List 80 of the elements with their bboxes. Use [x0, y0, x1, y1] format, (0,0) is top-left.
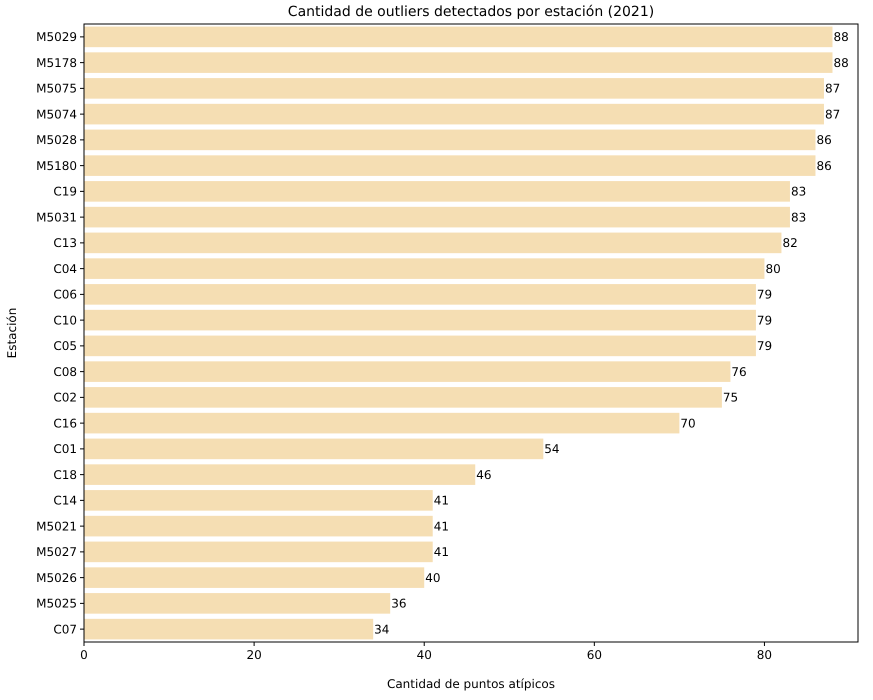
- bar: [84, 336, 756, 356]
- data-label: 40: [425, 570, 440, 585]
- y-tick-label: C13: [53, 236, 77, 250]
- bar: [84, 258, 764, 279]
- bar: [84, 155, 816, 176]
- data-label: 83: [790, 184, 806, 199]
- bar: [84, 232, 782, 254]
- data-label: 54: [544, 442, 560, 456]
- data-label: 36: [391, 596, 406, 611]
- bar: [84, 104, 824, 124]
- data-label: 46: [476, 468, 492, 482]
- y-tick-label: M5180: [36, 158, 77, 173]
- data-label: 79: [756, 313, 772, 328]
- bar: [84, 130, 816, 150]
- data-label: 70: [680, 416, 696, 430]
- data-label: 86: [816, 158, 832, 173]
- bar: [84, 361, 730, 382]
- data-label: 34: [374, 622, 390, 636]
- y-axis-title: Estación: [5, 308, 19, 358]
- x-tick-label: 20: [246, 648, 262, 662]
- y-tick-label: C16: [53, 416, 77, 430]
- data-label: 80: [765, 262, 781, 276]
- data-label: 41: [434, 545, 450, 560]
- y-tick-label: C07: [53, 622, 77, 636]
- data-label: 86: [816, 133, 832, 148]
- bar: [84, 310, 756, 330]
- data-label: 75: [722, 390, 738, 405]
- chart-title: Cantidad de outliers detectados por estación (2021): [288, 4, 654, 20]
- y-tick-label: M5031: [36, 210, 77, 224]
- bar: [84, 618, 374, 640]
- data-label: 83: [790, 210, 806, 224]
- bar: [84, 52, 832, 73]
- x-tick-label: 0: [80, 648, 88, 662]
- y-tick-label: C01: [53, 442, 77, 456]
- y-tick-label: M5021: [36, 519, 77, 534]
- y-tick-label: C08: [53, 364, 77, 379]
- data-label: 87: [824, 82, 840, 96]
- y-tick-label: C02: [53, 390, 77, 405]
- bar: [84, 438, 544, 460]
- bar: [84, 206, 790, 228]
- data-label: 88: [833, 30, 849, 44]
- y-tick-label: C10: [53, 313, 77, 328]
- x-tick-label: 40: [416, 648, 432, 662]
- y-tick-label: M5074: [36, 107, 77, 122]
- bar: [84, 284, 756, 305]
- y-tick-label: C04: [53, 262, 77, 276]
- bar: [84, 78, 824, 99]
- y-tick-label: M5029: [36, 30, 77, 44]
- y-tick-label: M5075: [36, 82, 77, 96]
- y-tick-label: C05: [53, 339, 77, 354]
- bar: [84, 412, 680, 434]
- bar: [84, 26, 832, 48]
- x-tick-label: 80: [756, 648, 772, 662]
- y-tick-label: M5178: [36, 56, 77, 70]
- bar: [84, 490, 433, 511]
- data-label: 41: [434, 494, 450, 508]
- data-label: 41: [434, 519, 450, 534]
- y-tick-label: C18: [53, 468, 77, 482]
- bar: [84, 542, 433, 562]
- x-tick-label: 60: [586, 648, 602, 662]
- data-label: 88: [833, 56, 849, 70]
- bar: [84, 387, 722, 408]
- y-tick-label: M5028: [36, 133, 77, 148]
- data-label: 76: [731, 364, 747, 379]
- bar: [84, 464, 476, 485]
- y-tick-label: C19: [53, 184, 77, 199]
- x-axis-title: Cantidad de puntos atípicos: [386, 677, 556, 691]
- y-tick-label: M5026: [36, 570, 77, 585]
- y-tick-label: M5025: [36, 596, 77, 611]
- bar: [84, 516, 433, 536]
- y-tick-label: C14: [53, 494, 77, 508]
- y-tick-label: M5027: [36, 545, 77, 560]
- data-label: 82: [782, 236, 798, 250]
- bar: [84, 593, 390, 614]
- bar: [84, 567, 424, 588]
- bar: [84, 181, 790, 202]
- y-tick-label: C06: [53, 288, 77, 302]
- data-label: 87: [824, 107, 840, 122]
- data-label: 79: [756, 339, 772, 354]
- data-label: 79: [756, 288, 772, 302]
